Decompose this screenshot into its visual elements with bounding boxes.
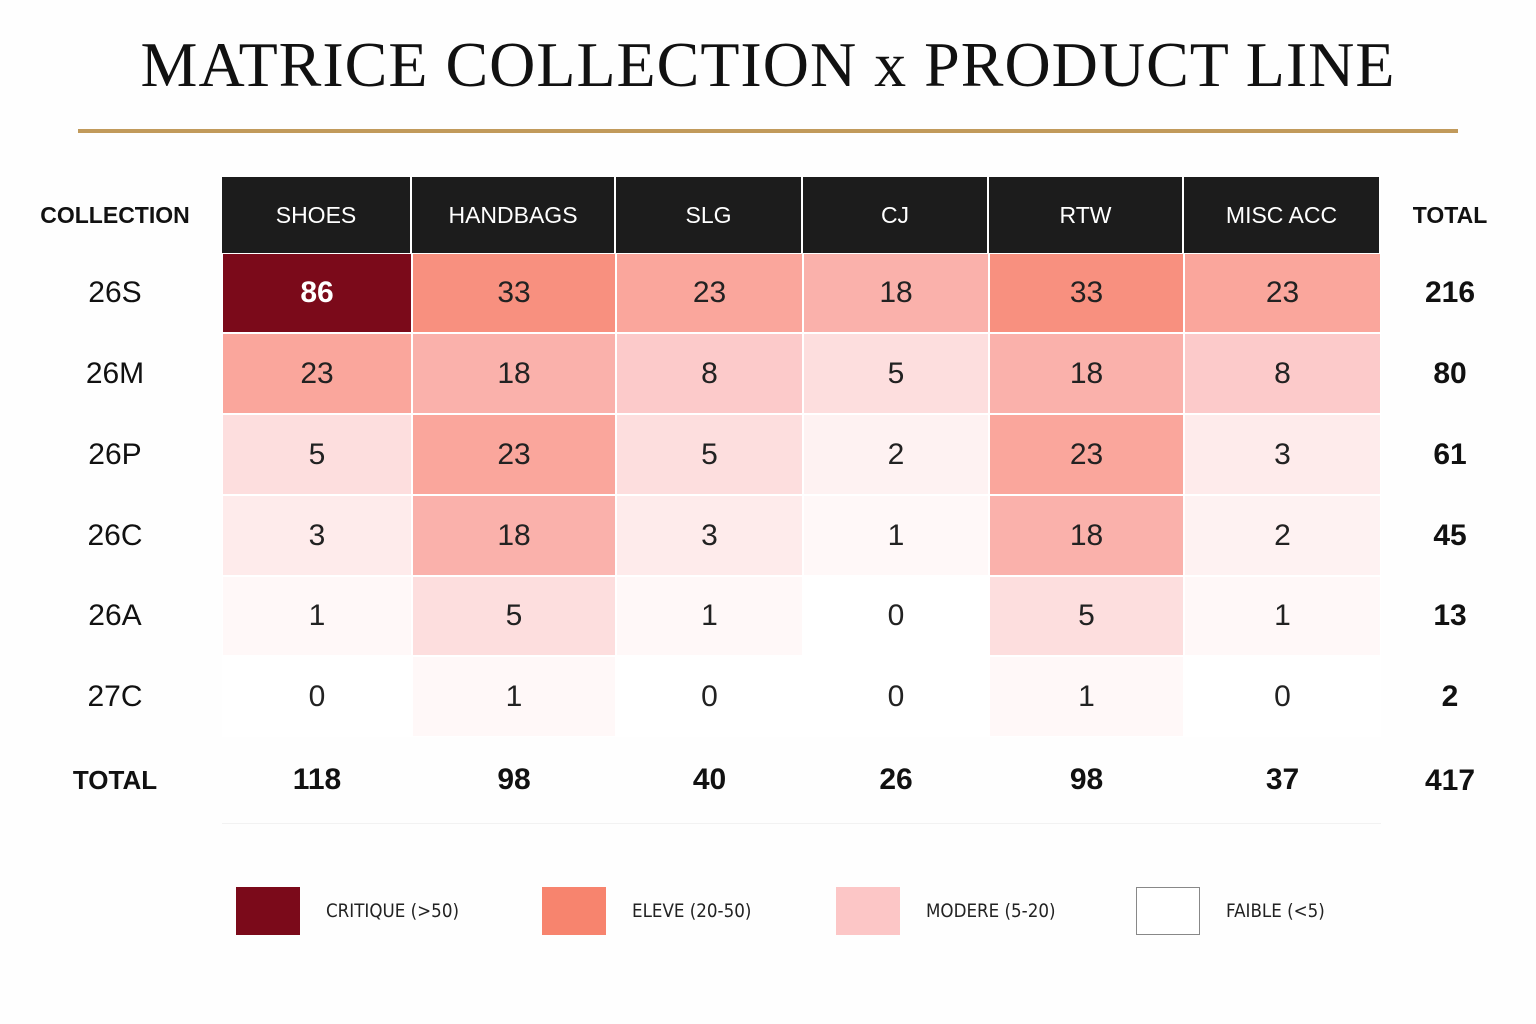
row-label: 26S — [88, 276, 142, 309]
row-total: 13 — [1433, 599, 1467, 632]
heat-cell: 0 — [222, 656, 412, 737]
heat-cell: 0 — [616, 656, 803, 737]
legend-label: CRITIQUE (>50) — [326, 900, 459, 922]
legend-label: MODERE (5-20) — [926, 900, 1056, 922]
heat-cell: 1 — [1184, 576, 1381, 656]
grand-total: 417 — [1424, 763, 1476, 797]
heat-cell: 0 — [803, 576, 989, 656]
heat-cell: 2 — [803, 414, 989, 495]
heat-cell: 8 — [1184, 333, 1381, 414]
row-total: 2 — [1441, 679, 1459, 713]
legend-swatch — [542, 887, 606, 935]
heat-cell: 3 — [616, 495, 803, 576]
heat-cell: 18 — [803, 253, 989, 333]
heat-cell: 5 — [412, 576, 616, 656]
column-header: CJ — [803, 177, 989, 253]
row-label: 26P — [88, 437, 142, 471]
row-total: 80 — [1433, 356, 1467, 390]
heat-cell: 5 — [222, 414, 412, 495]
row-total: 216 — [1424, 276, 1476, 309]
heat-cell: 0 — [1184, 656, 1381, 737]
column-total: 26 — [803, 737, 989, 824]
divider — [78, 129, 1458, 133]
column-header: SLG — [616, 177, 803, 253]
heat-cell: 5 — [616, 414, 803, 495]
row-label: 26C — [87, 518, 143, 552]
heat-cell: 33 — [412, 253, 616, 333]
column-header: SHOES — [222, 177, 412, 253]
total-header: TOTAL — [1412, 201, 1488, 228]
column-header: RTW — [989, 177, 1184, 253]
heat-cell: 18 — [989, 495, 1184, 576]
heat-cell: 2 — [1184, 495, 1381, 576]
heat-cell: 23 — [1184, 253, 1381, 333]
heat-cell: 23 — [989, 414, 1184, 495]
heat-cell: 86 — [222, 253, 412, 333]
legend-label: FAIBLE (<5) — [1226, 900, 1325, 922]
heat-cell: 18 — [989, 333, 1184, 414]
heat-cell: 23 — [616, 253, 803, 333]
heat-cell: 33 — [989, 253, 1184, 333]
column-total: 40 — [616, 737, 803, 824]
heat-cell: 0 — [803, 656, 989, 737]
row-label: 27C — [87, 679, 143, 713]
heat-cell: 5 — [803, 333, 989, 414]
column-total: 98 — [412, 737, 616, 824]
total-label: TOTAL — [72, 765, 158, 795]
column-total: 118 — [222, 737, 412, 824]
row-total: 61 — [1433, 437, 1467, 471]
corner-header: COLLECTION — [40, 201, 190, 228]
column-header: HANDBAGS — [412, 177, 616, 253]
legend-label: ELEVE (20-50) — [632, 900, 752, 922]
column-total: 37 — [1184, 737, 1381, 824]
heat-cell: 3 — [222, 495, 412, 576]
heat-cell: 23 — [412, 414, 616, 495]
heat-cell: 1 — [803, 495, 989, 576]
title: MATRICE COLLECTION x PRODUCT LINE — [140, 29, 1396, 100]
row-total: 45 — [1433, 518, 1467, 552]
row-label: 26M — [85, 356, 145, 390]
row-label: 26A — [88, 599, 142, 632]
heat-cell: 1 — [616, 576, 803, 656]
heat-cell: 18 — [412, 333, 616, 414]
heat-cell: 8 — [616, 333, 803, 414]
heat-cell: 23 — [222, 333, 412, 414]
legend-swatch — [836, 887, 900, 935]
heat-cell: 18 — [412, 495, 616, 576]
heat-cell: 1 — [222, 576, 412, 656]
legend-swatch — [236, 887, 300, 935]
column-total: 98 — [989, 737, 1184, 824]
column-header: MISC ACC — [1184, 177, 1381, 253]
heat-cell: 3 — [1184, 414, 1381, 495]
legend-swatch — [1136, 887, 1200, 935]
heat-cell: 5 — [989, 576, 1184, 656]
heat-cell: 1 — [412, 656, 616, 737]
heat-cell: 1 — [989, 656, 1184, 737]
